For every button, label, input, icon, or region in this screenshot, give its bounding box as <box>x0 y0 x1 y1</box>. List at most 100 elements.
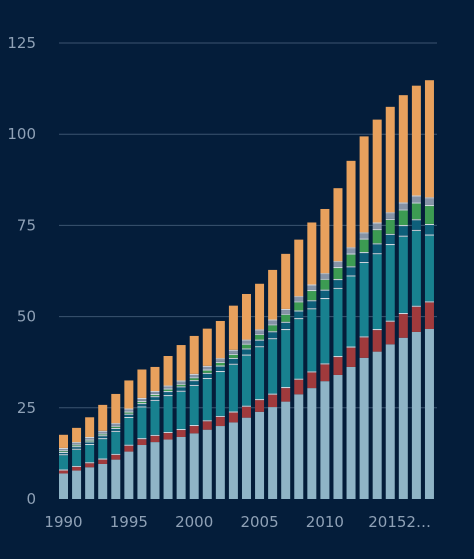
bar-segment <box>398 337 408 499</box>
bar-segment <box>189 433 199 499</box>
bar-segment <box>385 344 395 499</box>
bar-segment <box>294 378 304 380</box>
bar-segment <box>163 395 173 397</box>
bar-segment <box>411 219 421 221</box>
bar-segment <box>202 421 212 430</box>
x-tick-label: 2000 <box>175 513 213 531</box>
bar-segment <box>372 229 382 231</box>
bar-segment <box>346 160 356 248</box>
bar-segment <box>333 280 343 288</box>
bar-segment <box>398 210 408 226</box>
bar-segment <box>372 119 382 223</box>
bar-segment <box>241 354 251 356</box>
bar-segment <box>228 411 238 413</box>
bar-segment <box>411 306 421 332</box>
bar-segment <box>111 425 121 427</box>
bar-segment <box>359 253 369 262</box>
y-tick-label: 75 <box>17 216 36 234</box>
bar-segment <box>346 247 356 249</box>
bar-segment <box>176 383 186 385</box>
bar-segment <box>150 366 160 392</box>
bar-segment <box>268 339 278 394</box>
bar-segment <box>124 416 134 419</box>
bar-segment <box>398 209 408 211</box>
bar-segment <box>294 319 304 379</box>
bar-segment <box>294 296 304 298</box>
bar-segment <box>411 229 421 231</box>
bar-segment <box>98 458 108 460</box>
bar-segment <box>189 381 199 385</box>
bar-segment <box>150 395 160 397</box>
bar-segment <box>85 463 95 468</box>
x-tick-label: 1990 <box>44 513 82 531</box>
bar-segment <box>98 459 108 464</box>
bar-segment <box>163 432 173 440</box>
x-tick-label: 2010 <box>306 513 344 531</box>
y-axis-tick-labels: 0 25 50 75 100 125 <box>7 34 36 508</box>
bar-segment <box>281 321 291 323</box>
bar-segment <box>137 369 147 398</box>
bar-segment <box>59 473 68 499</box>
y-tick-label: 0 <box>26 490 36 508</box>
bar-segment <box>411 202 421 204</box>
bar-segment <box>398 225 408 227</box>
bar-segment <box>59 434 68 448</box>
bar-segment <box>137 400 147 402</box>
bar-segment <box>85 436 95 439</box>
bar-segment <box>189 426 199 434</box>
bar-segment <box>215 370 225 373</box>
bar-segment <box>202 369 212 371</box>
bar-segment <box>215 362 225 366</box>
bar-segment <box>294 239 304 297</box>
bar-segment <box>359 233 369 239</box>
bar-segment <box>98 430 108 432</box>
bar-segment <box>150 391 160 393</box>
bar-segment <box>215 416 225 427</box>
bar-segment <box>424 235 434 302</box>
bar-segment <box>176 381 186 384</box>
bar-segment <box>202 373 212 378</box>
bar-segment <box>241 339 251 341</box>
bar-segment <box>241 405 251 407</box>
bar-segment <box>98 433 108 435</box>
bar-segment <box>202 429 212 499</box>
bar-segment <box>59 453 68 455</box>
y-tick-label: 100 <box>7 125 36 143</box>
bar-segment <box>202 377 212 379</box>
bar-segment <box>398 236 408 313</box>
bar-segment <box>176 387 186 391</box>
bar-segment <box>111 459 121 499</box>
bar-segment <box>268 407 278 499</box>
bar-segment <box>255 333 265 335</box>
bar-segment <box>359 357 369 499</box>
bar-segment <box>424 234 434 236</box>
bar-segment <box>307 222 317 285</box>
bar-segment <box>72 443 82 445</box>
bar-segment <box>424 206 434 224</box>
bar-segment <box>294 394 304 499</box>
bar-segment <box>150 397 160 400</box>
bar-segment <box>411 195 421 197</box>
bar-segment <box>137 399 147 401</box>
bar-segment <box>294 301 304 303</box>
y-tick-label: 125 <box>7 34 36 52</box>
bar-segment <box>137 404 147 407</box>
bar-segment <box>59 451 68 454</box>
bar-segment <box>255 400 265 412</box>
bar-segment <box>85 441 95 443</box>
bar-segment <box>320 208 330 274</box>
bar-segment <box>228 358 238 364</box>
bar-segment <box>215 415 225 417</box>
bar-segment <box>307 291 317 301</box>
bar-segment <box>398 226 408 236</box>
bar-segment <box>398 203 408 210</box>
bar-segment <box>59 447 68 450</box>
bar-segment <box>202 365 212 367</box>
bar-segment <box>241 355 251 406</box>
bar-segment <box>281 308 291 311</box>
bar-segment <box>202 378 212 421</box>
bar-segment <box>85 443 95 446</box>
bar-segment <box>333 261 343 263</box>
bar-segment <box>137 445 147 499</box>
bar-segment <box>346 254 356 267</box>
